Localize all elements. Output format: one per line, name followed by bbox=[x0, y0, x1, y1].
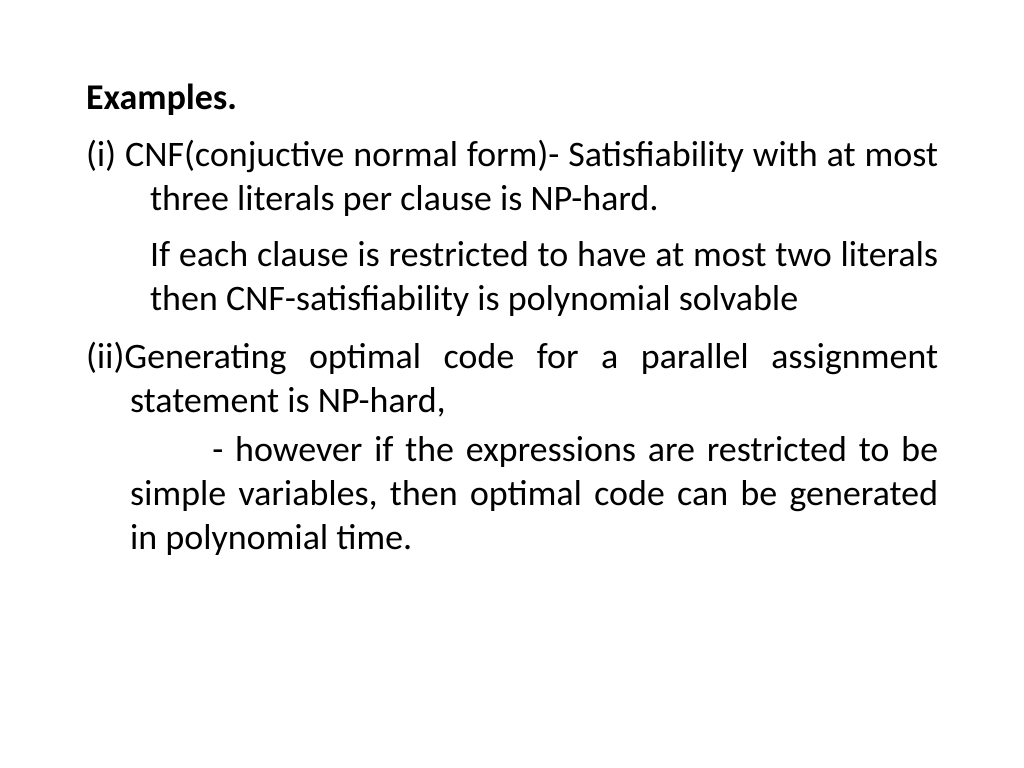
item-2-line-2: - however if the expressions are restric… bbox=[86, 428, 938, 560]
item-1-line-1: (i) CNF(conjuctive normal form)- Satisfi… bbox=[86, 133, 938, 221]
heading-examples: Examples. bbox=[86, 75, 938, 119]
slide-container: Examples. (i) CNF(conjuctive normal form… bbox=[0, 0, 1024, 768]
item-1-line-2: If each clause is restricted to have at … bbox=[86, 233, 938, 321]
item-2-line-1: (ii)Generating optimal code for a parall… bbox=[86, 335, 938, 423]
